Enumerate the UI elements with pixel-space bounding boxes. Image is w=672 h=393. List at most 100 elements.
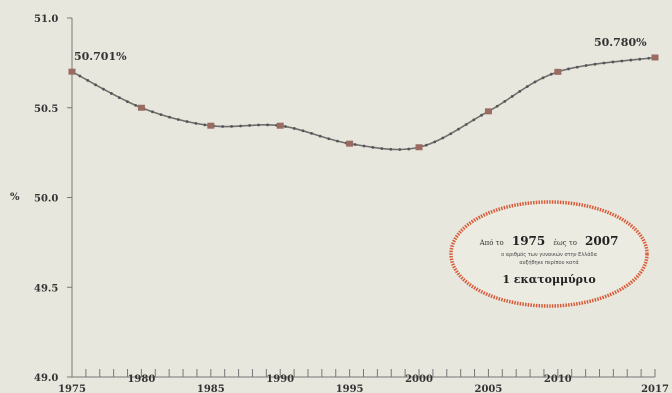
series-dot <box>86 79 90 82</box>
series-dot <box>549 72 553 76</box>
series-dot <box>221 125 225 128</box>
data-point <box>346 140 354 147</box>
series-dot <box>629 58 633 62</box>
series-dot <box>117 96 121 100</box>
data-point <box>484 108 492 115</box>
series-dot <box>318 134 322 138</box>
series-dot <box>94 83 97 87</box>
series-dot <box>449 132 453 136</box>
note-line1: Από το 1975 έως το 2007 <box>479 230 619 249</box>
data-point <box>137 104 145 111</box>
data-point <box>68 68 76 75</box>
x-tick-label: 2000 <box>405 374 433 385</box>
data-points <box>68 54 659 151</box>
series-dot <box>194 121 198 125</box>
series-dot <box>495 104 499 108</box>
series-dot <box>239 124 243 128</box>
y-tick-label: 50.0 <box>34 194 58 205</box>
y-axis-ticks: 49.0 49.5 50.0 50.5 51.0 <box>34 14 72 384</box>
series-dot <box>203 123 207 127</box>
y-tick-label: 50.5 <box>34 104 58 115</box>
series-dot <box>433 140 437 144</box>
series-dot <box>457 127 460 131</box>
series-dot <box>102 87 105 91</box>
series-dot <box>230 125 234 128</box>
series-dot <box>567 67 570 71</box>
series-dot <box>310 131 313 135</box>
start-value-label: 50.701% <box>74 50 127 63</box>
series-dot <box>151 110 154 114</box>
series-dot <box>398 148 402 151</box>
annotation-ellipse <box>449 200 649 308</box>
x-tick-label: 2017 <box>641 384 669 393</box>
series-dot <box>185 120 189 123</box>
series-dot <box>503 99 507 103</box>
series-line <box>71 56 656 151</box>
series-dot <box>362 144 366 148</box>
series-dot <box>134 103 138 107</box>
series-dot <box>126 100 129 104</box>
x-tick-label: 1990 <box>266 374 294 385</box>
series-dot <box>284 125 287 128</box>
series-dot <box>266 123 269 127</box>
end-value-label: 50.780% <box>594 36 647 49</box>
series-dot <box>353 143 357 146</box>
series-dot <box>464 123 468 126</box>
series-dot <box>533 80 537 84</box>
series-dot <box>480 113 483 117</box>
annotation-note: Από το 1975 έως το 2007 ο αριθμός των γυ… <box>449 200 649 308</box>
series-dot <box>168 115 171 119</box>
series-dot <box>176 118 180 121</box>
series-dot <box>584 64 588 67</box>
y-tick-label: 49.0 <box>34 373 58 384</box>
series-dot <box>389 147 393 151</box>
series-dot <box>424 143 428 147</box>
x-tick-label: 1980 <box>127 374 155 385</box>
series-dot <box>647 56 651 60</box>
series-dot <box>602 61 606 65</box>
series-dot <box>159 113 163 117</box>
series-dot <box>301 129 305 133</box>
x-tick-label: 1975 <box>58 384 86 393</box>
y-axis-label: % <box>10 192 20 203</box>
note-line2: ο αριθμός των γυναικών στην Ελλάδα <box>501 251 598 258</box>
series-dot <box>371 145 375 149</box>
series-dot <box>257 123 260 127</box>
series-dot <box>575 65 579 69</box>
x-tick-label: 2010 <box>544 374 572 385</box>
series-dot <box>109 92 113 95</box>
series-dot <box>441 136 445 140</box>
y-tick-label: 51.0 <box>34 14 58 25</box>
series-dot <box>510 94 514 98</box>
x-tick-label: 1995 <box>336 384 364 393</box>
series-dot <box>525 85 529 88</box>
series-dot <box>638 57 642 61</box>
series-dot <box>472 118 476 122</box>
series-dot <box>380 147 384 150</box>
axes <box>71 18 655 378</box>
data-point <box>276 122 284 129</box>
series-dot <box>336 139 339 143</box>
data-point <box>415 144 423 151</box>
data-point <box>207 122 215 129</box>
x-tick-label: 2005 <box>475 384 503 393</box>
series-dot <box>248 124 252 127</box>
note-line3: αυξήθηκε περίπου κατά <box>519 259 579 266</box>
series-dot <box>611 60 615 64</box>
note-line4: 1 εκατομμύριο <box>502 273 595 286</box>
series-dot <box>78 74 82 78</box>
x-tick-label: 1985 <box>197 384 225 393</box>
series-dot <box>620 59 624 63</box>
y-tick-label: 49.5 <box>34 283 58 294</box>
series-dots <box>70 56 651 151</box>
series-dot <box>407 147 411 151</box>
series-dot <box>541 76 545 80</box>
series-dot <box>327 137 331 141</box>
series-dot <box>518 89 522 93</box>
x-axis-ticks: 1975 1980 1985 1990 1995 2000 2005 2010 2017 <box>58 369 669 393</box>
series-dot <box>292 127 296 130</box>
data-point <box>554 68 562 75</box>
data-point <box>651 54 659 61</box>
series-dot <box>593 62 597 66</box>
